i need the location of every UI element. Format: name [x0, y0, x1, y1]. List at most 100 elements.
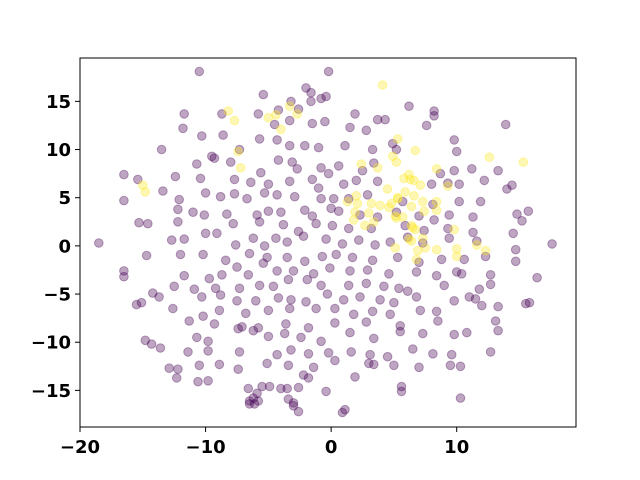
data-point [263, 331, 274, 342]
data-point [391, 213, 402, 223]
data-point [313, 183, 324, 193]
data-point [345, 122, 355, 133]
data-point [183, 347, 193, 357]
data-point [225, 157, 236, 167]
data-point [340, 140, 350, 151]
data-point [257, 381, 267, 392]
data-point [342, 196, 353, 207]
data-point [326, 203, 336, 214]
data-point [251, 296, 261, 306]
data-point [507, 180, 517, 190]
data-point [207, 151, 217, 162]
data-point [322, 289, 333, 299]
data-point [141, 250, 152, 261]
data-point [140, 187, 151, 197]
data-point [418, 238, 428, 248]
data-point [352, 198, 363, 209]
data-points [94, 66, 557, 418]
data-point [444, 210, 455, 220]
data-point [370, 240, 380, 250]
data-point [477, 300, 487, 311]
data-point [411, 267, 422, 277]
data-point [282, 383, 293, 394]
data-point [392, 192, 403, 203]
data-point [253, 323, 264, 333]
data-point [249, 399, 260, 409]
data-point [234, 347, 245, 357]
data-point [203, 346, 213, 356]
data-point [234, 283, 245, 294]
data-point [343, 193, 354, 204]
data-point [323, 168, 334, 179]
data-point [475, 196, 486, 207]
data-point [455, 393, 466, 403]
data-point [387, 151, 398, 162]
data-point [385, 237, 396, 247]
y-axis: −15 −10 −5 0 5 10 15 [31, 92, 80, 402]
data-point [241, 308, 251, 319]
data-point [282, 252, 293, 263]
data-point [313, 142, 324, 153]
data-point [171, 373, 182, 383]
data-point [232, 296, 242, 306]
data-point [391, 144, 402, 155]
data-point [286, 295, 296, 305]
data-point [279, 328, 290, 339]
data-point [343, 280, 354, 291]
data-point [272, 190, 282, 200]
data-point [325, 263, 335, 273]
data-point [493, 325, 503, 336]
data-point [233, 364, 243, 375]
data-point [415, 180, 426, 190]
data-point [214, 305, 225, 316]
data-point [178, 123, 188, 134]
data-point [451, 267, 462, 277]
data-point [286, 345, 296, 355]
data-point [284, 303, 295, 314]
data-point [158, 186, 168, 196]
data-point [418, 196, 428, 207]
data-point [394, 283, 404, 294]
data-point [258, 258, 269, 269]
data-point [284, 115, 295, 126]
data-point [200, 228, 211, 239]
data-point [377, 80, 388, 90]
data-point [222, 209, 232, 219]
data-point [431, 205, 442, 215]
data-point [454, 196, 465, 207]
data-point [462, 327, 472, 338]
data-point [331, 249, 342, 260]
data-point [404, 234, 414, 244]
data-point [306, 96, 316, 107]
data-point [264, 381, 275, 392]
data-point [396, 386, 407, 397]
data-point [193, 376, 203, 387]
data-point [338, 295, 349, 305]
data-point [233, 146, 243, 157]
data-point [131, 299, 142, 310]
data-point [456, 269, 467, 279]
data-point [390, 243, 401, 253]
data-point [392, 252, 403, 263]
data-point [361, 317, 372, 327]
data-point [254, 280, 265, 291]
data-point [348, 309, 359, 320]
data-point [449, 329, 460, 340]
data-point [449, 224, 460, 235]
data-point [446, 349, 457, 360]
data-point [480, 251, 491, 262]
data-point [431, 164, 442, 174]
data-point [451, 146, 462, 157]
data-point [490, 316, 501, 326]
data-point [170, 171, 181, 182]
data-point [298, 370, 309, 380]
data-point [262, 358, 272, 369]
data-point [301, 297, 311, 307]
data-point [175, 249, 186, 260]
data-point [391, 157, 402, 167]
data-point [119, 271, 129, 282]
data-point [288, 401, 299, 411]
data-point [248, 393, 259, 403]
data-point [189, 284, 200, 295]
data-point [443, 181, 453, 191]
